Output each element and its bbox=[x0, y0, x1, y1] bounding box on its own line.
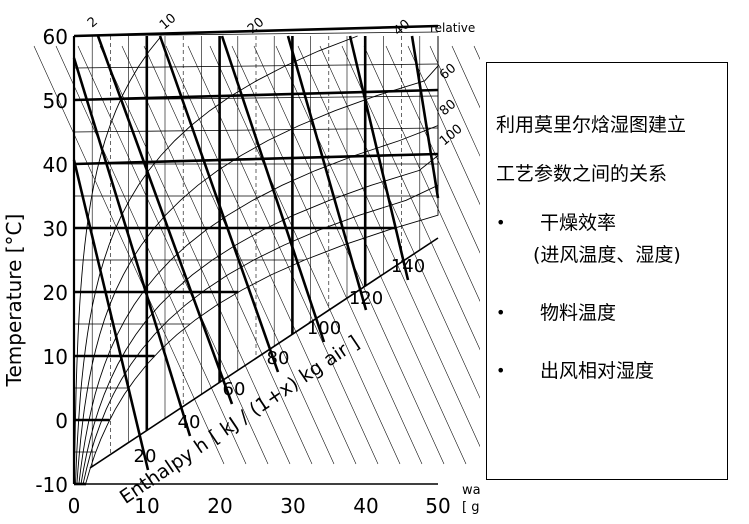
list-item-text: 物料温度 bbox=[540, 302, 617, 324]
enthalpy-heavy bbox=[96, 35, 234, 405]
enthalpy-line bbox=[231, 45, 423, 465]
enthalpy-line bbox=[363, 45, 480, 302]
rh-curve bbox=[85, 36, 439, 485]
enthalpy-line bbox=[275, 45, 467, 465]
enthalpy-line bbox=[297, 45, 480, 448]
info-list: • 干燥效率 (进风温度、湿度) • 物料温度 • 出风相对湿度 bbox=[496, 207, 721, 387]
x-tick-label: 20 bbox=[207, 494, 232, 518]
x-axis-label-line1: water content x bbox=[462, 483, 480, 498]
enthalpy-heavy bbox=[348, 35, 410, 281]
isotherm-heavy bbox=[73, 88, 439, 102]
list-item: • 干燥效率 (进风温度、湿度) bbox=[496, 207, 721, 271]
enthalpy-line bbox=[429, 45, 480, 157]
enthalpy-heavy bbox=[158, 35, 280, 373]
enthalpy-line bbox=[121, 45, 313, 465]
info-title: 利用莫里尔焓湿图建立 工艺参数之间的关系 bbox=[496, 101, 721, 199]
rh-curve bbox=[75, 35, 358, 485]
list-item-text: 出风相对湿度 bbox=[540, 360, 655, 382]
heavy-grid-lines bbox=[72, 24, 440, 486]
y-tick-label: -10 bbox=[35, 473, 68, 497]
enthalpy-heavy bbox=[410, 35, 440, 199]
enthalpy-line bbox=[143, 45, 335, 465]
diagram-axes bbox=[72, 36, 438, 485]
isotherm-heavy bbox=[73, 24, 439, 38]
list-item: • 出风相对湿度 bbox=[496, 355, 721, 387]
y-axis-label: Temperature [°C] bbox=[2, 214, 26, 388]
x-tick-label: 30 bbox=[280, 494, 305, 518]
rh-tick-label: 10 bbox=[157, 11, 179, 33]
enthalpy-line bbox=[55, 45, 247, 465]
enthalpy-tick-label: 120 bbox=[349, 288, 383, 309]
enthalpy-line bbox=[99, 45, 291, 465]
enthalpy-tick-label: 20 bbox=[134, 446, 157, 467]
x-tick-label: 40 bbox=[353, 494, 378, 518]
humidity-curves bbox=[74, 35, 439, 485]
enthalpy-heavy bbox=[286, 35, 368, 311]
saturation-boundary bbox=[89, 237, 439, 469]
x-tick-label: 50 bbox=[425, 494, 450, 518]
list-item: • 物料温度 bbox=[496, 297, 721, 329]
info-panel: 利用莫里尔焓湿图建立 工艺参数之间的关系 • 干燥效率 (进风温度、湿度) • … bbox=[486, 62, 728, 480]
bullet-icon: • bbox=[496, 361, 506, 380]
enthalpy-heavy bbox=[72, 159, 150, 471]
y-tick-label: 60 bbox=[43, 25, 68, 49]
list-item-subtext: (进风温度、湿度) bbox=[533, 244, 681, 266]
rh-label: relative humidity [%] bbox=[430, 21, 480, 35]
enthalpy-line bbox=[33, 45, 225, 465]
enthalpy-tick-label: 40 bbox=[178, 412, 201, 433]
y-tick-label: 50 bbox=[43, 89, 68, 113]
rh-tick-label: 40 bbox=[391, 17, 413, 39]
rh-tick-label: 100 bbox=[437, 122, 466, 149]
y-tick-label: 0 bbox=[55, 409, 68, 433]
enthalpy-heavy bbox=[220, 35, 326, 343]
mollier-diagram: Temperature [°C] 60 50 40 30 20 10 0 -10… bbox=[2, 11, 480, 518]
x-tick-label: 10 bbox=[134, 494, 159, 518]
enthalpy-line bbox=[385, 45, 480, 254]
enthalpy-tick-label: 60 bbox=[223, 379, 246, 400]
rh-curve bbox=[74, 35, 162, 485]
enthalpy-tick-label: 80 bbox=[267, 348, 290, 369]
x-axis-label-line2: [ g water / kg dry air] bbox=[462, 500, 480, 515]
enthalpy-tick-label: 140 bbox=[391, 256, 425, 277]
bullet-icon: • bbox=[496, 303, 506, 322]
enthalpy-tick-label: 100 bbox=[307, 318, 341, 339]
bullet-icon: • bbox=[496, 213, 506, 232]
y-tick-label: 10 bbox=[43, 345, 68, 369]
enthalpy-line bbox=[407, 45, 480, 206]
list-item-text: 干燥效率 bbox=[540, 212, 617, 234]
y-tick-label: 40 bbox=[43, 153, 68, 177]
enthalpy-line bbox=[77, 45, 269, 465]
y-tick-label: 20 bbox=[43, 281, 68, 305]
rh-tick-label: 60 bbox=[437, 61, 459, 83]
rh-tick-label: 80 bbox=[437, 97, 459, 119]
enthalpy-line bbox=[319, 45, 480, 399]
enthalpy-heavy bbox=[72, 57, 192, 437]
enthalpy-line bbox=[473, 45, 480, 60]
rh-tick-label: 2 bbox=[85, 14, 101, 31]
info-title-line1: 利用莫里尔焓湿图建立 bbox=[496, 114, 687, 136]
y-tick-label: 30 bbox=[43, 217, 68, 241]
info-title-line2: 工艺参数之间的关系 bbox=[496, 163, 668, 185]
x-tick-label: 0 bbox=[68, 494, 81, 518]
rh-curve bbox=[76, 36, 439, 485]
enthalpy-line bbox=[341, 45, 480, 351]
enthalpy-line bbox=[209, 45, 401, 465]
enthalpy-line bbox=[165, 45, 357, 465]
